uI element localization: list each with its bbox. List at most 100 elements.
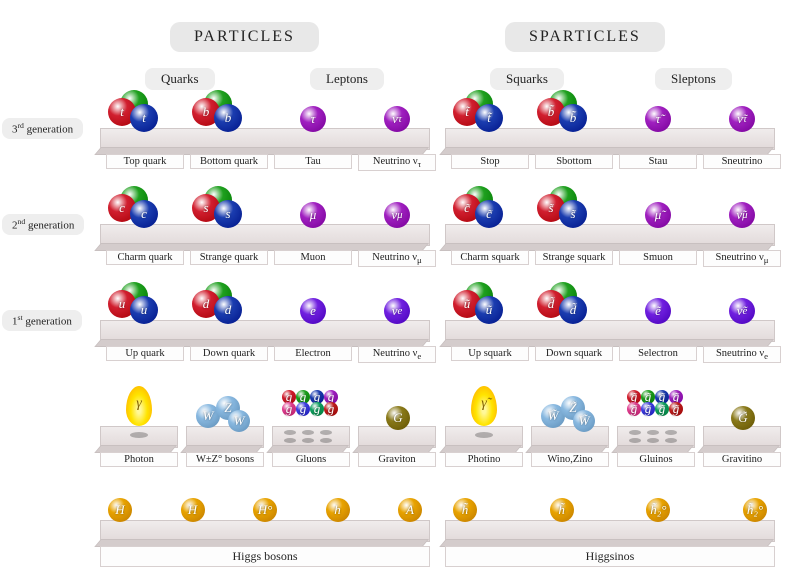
- generation-label: 1st generation: [2, 310, 82, 331]
- sphere-blue: s̃: [559, 200, 587, 228]
- shadow: [302, 438, 314, 443]
- sphere-w2: W: [228, 410, 250, 432]
- shadow: [320, 430, 332, 435]
- sphere-gluon: g: [282, 402, 296, 416]
- sphere-blue: c̃: [475, 200, 503, 228]
- sphere-lepton: ν̃τ: [729, 106, 755, 132]
- header-sparticles: SPARTICLES: [505, 22, 665, 52]
- boson-label: Gluons: [272, 452, 350, 467]
- sphere-gluon: g: [296, 402, 310, 416]
- boson-label: Gluinos: [617, 452, 695, 467]
- boson-label: Photino: [445, 452, 523, 467]
- category-squarks: Squarks: [490, 68, 564, 90]
- shadow: [647, 430, 659, 435]
- boson-platform: [531, 426, 609, 448]
- sphere-higgs: A: [398, 498, 422, 522]
- sphere-higgs: h̃: [550, 498, 574, 522]
- platform: [100, 224, 430, 246]
- photon-symbol: γ̃: [471, 396, 497, 412]
- particle-label: Selectron: [619, 346, 697, 361]
- sphere-blue: d̃: [559, 296, 587, 324]
- platform: [445, 320, 775, 342]
- boson-label: Photon: [100, 452, 178, 467]
- shadow: [320, 438, 332, 443]
- sphere-lepton: νμ: [384, 202, 410, 228]
- platform: [100, 320, 430, 342]
- header-particles: PARTICLES: [170, 22, 319, 52]
- boson-platform: [272, 426, 350, 448]
- higgs-label: Higgs bosons: [100, 546, 430, 567]
- sphere-gluon: g: [324, 402, 338, 416]
- sphere-blue: b̃: [559, 104, 587, 132]
- shadow: [284, 438, 296, 443]
- shadow: [629, 430, 641, 435]
- shadow: [284, 430, 296, 435]
- particle-label: Stau: [619, 154, 697, 169]
- category-leptons: Leptons: [310, 68, 384, 90]
- sphere-gluon: g̃: [641, 402, 655, 416]
- shadow: [647, 438, 659, 443]
- sphere-blue: b: [214, 104, 242, 132]
- particle-label: Sneutrino νμ: [703, 250, 781, 267]
- shadow: [665, 430, 677, 435]
- shadow: [302, 430, 314, 435]
- particle-label: Top quark: [106, 154, 184, 169]
- particle-label: Tau: [274, 154, 352, 169]
- sphere-higgs: h̃: [453, 498, 477, 522]
- particle-label: Charm quark: [106, 250, 184, 265]
- particle-label: Sbottom: [535, 154, 613, 169]
- sphere-gluon: g: [310, 402, 324, 416]
- category-quarks: Quarks: [145, 68, 215, 90]
- boson-label: Gravitino: [703, 452, 781, 467]
- higgs-platform: [445, 520, 775, 542]
- shadow: [130, 432, 148, 438]
- higgs-label: Higgsinos: [445, 546, 775, 567]
- sphere-gluon: g̃: [669, 402, 683, 416]
- sphere-gluon: g̃: [655, 402, 669, 416]
- sphere-graviton: G̃: [731, 406, 755, 430]
- sphere-gluon: g̃: [627, 402, 641, 416]
- sphere-lepton: τ: [300, 106, 326, 132]
- sphere-graviton: G: [386, 406, 410, 430]
- particle-label: Smuon: [619, 250, 697, 265]
- particle-label: Muon: [274, 250, 352, 265]
- sphere-blue: t̃: [475, 104, 503, 132]
- particle-label: Sneutrino νe: [703, 346, 781, 363]
- boson-platform: [617, 426, 695, 448]
- particle-label: Neutrino νμ: [358, 250, 436, 267]
- particle-label: Down quark: [190, 346, 268, 361]
- photon-symbol: γ: [126, 396, 152, 412]
- particle-label: Up squark: [451, 346, 529, 361]
- sphere-lepton: μ̃: [645, 202, 671, 228]
- platform: [100, 128, 430, 150]
- sphere-blue: s: [214, 200, 242, 228]
- platform: [445, 224, 775, 246]
- particle-label: Stop: [451, 154, 529, 169]
- sphere-blue: ũ: [475, 296, 503, 324]
- sphere-higgs: H°: [253, 498, 277, 522]
- sphere-lepton: e: [300, 298, 326, 324]
- particle-label: Sneutrino: [703, 154, 781, 169]
- particle-label: Neutrino ντ: [358, 154, 436, 171]
- sphere-lepton: ν̃μ: [729, 202, 755, 228]
- sphere-lepton: ν̃e: [729, 298, 755, 324]
- generation-label: 2nd generation: [2, 214, 84, 235]
- particle-label: Up quark: [106, 346, 184, 361]
- sphere-higgs: H: [108, 498, 132, 522]
- sphere-blue: d: [214, 296, 242, 324]
- boson-label: Wino,Zino: [531, 452, 609, 467]
- shadow: [629, 438, 641, 443]
- sphere-lepton: ẽ: [645, 298, 671, 324]
- boson-label: W±Z° bosons: [186, 452, 264, 467]
- sphere-lepton: ντ: [384, 106, 410, 132]
- shadow: [475, 432, 493, 438]
- sphere-blue: t: [130, 104, 158, 132]
- sphere-lepton: νe: [384, 298, 410, 324]
- boson-label: Graviton: [358, 452, 436, 467]
- particle-label: Neutrino νe: [358, 346, 436, 363]
- particle-label: Bottom quark: [190, 154, 268, 169]
- category-sleptons: Sleptons: [655, 68, 732, 90]
- shadow: [665, 438, 677, 443]
- particle-label: Down squark: [535, 346, 613, 361]
- sphere-w2: W̃: [573, 410, 595, 432]
